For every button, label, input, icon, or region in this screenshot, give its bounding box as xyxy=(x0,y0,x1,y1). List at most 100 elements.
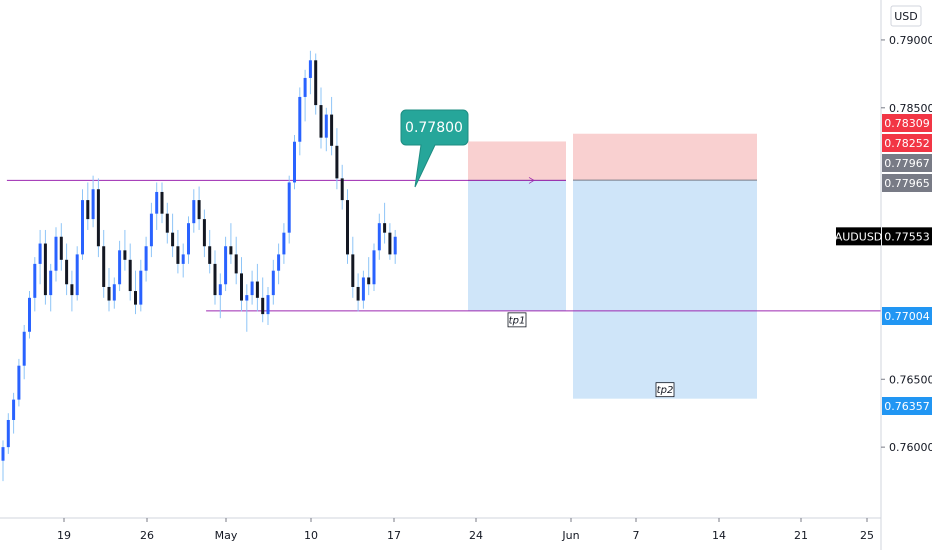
callout-bubble[interactable] xyxy=(400,109,469,188)
price-tag-text: 0.77965 xyxy=(884,177,930,190)
candle-body xyxy=(287,182,291,233)
candle-body xyxy=(298,96,302,142)
target-label: tp1 xyxy=(509,315,526,326)
candle-body xyxy=(6,419,10,448)
x-tick-label: 24 xyxy=(469,529,483,542)
candle-body xyxy=(12,399,16,420)
x-tick-label: 19 xyxy=(57,529,71,542)
y-tick-label: 0.78500 xyxy=(889,102,932,115)
x-tick-label: May xyxy=(215,529,238,542)
candle-body xyxy=(388,232,392,255)
x-tick-label: 25 xyxy=(860,529,874,542)
target-zone[interactable] xyxy=(573,180,757,399)
candle-body xyxy=(123,250,127,260)
candle-body xyxy=(308,60,312,78)
price-tag xyxy=(882,154,932,172)
price-scale[interactable]: 0.79000 0.78500 0.76500 0.76000 xyxy=(881,34,932,454)
y-tick-label: 0.76500 xyxy=(889,373,932,386)
x-tick-label: 10 xyxy=(304,529,318,542)
candle-body xyxy=(75,254,79,296)
price-tag-text: 0.77004 xyxy=(884,310,930,323)
candle-body xyxy=(250,281,254,296)
x-tick-label: 26 xyxy=(140,529,154,542)
candle-body xyxy=(171,232,175,247)
callout-text: 0.77800 xyxy=(405,120,463,136)
target-label-box xyxy=(507,312,527,328)
candle-body xyxy=(383,223,387,233)
candle-body xyxy=(330,114,334,146)
target-label-box xyxy=(655,382,675,398)
candle-body xyxy=(277,254,281,271)
target-zone[interactable] xyxy=(468,180,566,311)
candle-body xyxy=(293,141,296,183)
price-tag xyxy=(882,307,932,325)
candle-body xyxy=(149,213,153,247)
symbol-tag xyxy=(836,227,881,246)
candle-body xyxy=(346,200,349,255)
x-tick-label: 17 xyxy=(387,529,401,542)
target-label: tp2 xyxy=(657,385,674,396)
candle-body xyxy=(229,246,233,255)
candle-body xyxy=(28,297,31,332)
price-tag-text: 0.78252 xyxy=(884,137,930,150)
position-zones: tp1 tp2 xyxy=(468,133,757,399)
candle-body xyxy=(134,291,137,305)
candle-body xyxy=(324,114,328,138)
candle-body xyxy=(351,254,355,287)
x-tick-label: 7 xyxy=(633,529,640,542)
candle-body xyxy=(102,246,106,287)
candle-body xyxy=(96,189,100,247)
candle-body xyxy=(234,254,238,274)
candle-body xyxy=(54,236,58,271)
candle-body xyxy=(335,145,339,179)
y-tick-label: 0.79000 xyxy=(889,34,932,47)
x-tick-label: 14 xyxy=(712,529,726,542)
price-tag xyxy=(882,397,932,415)
candle-body xyxy=(165,213,169,233)
candle-body xyxy=(218,284,222,296)
candle-body xyxy=(181,254,185,264)
time-axis[interactable]: 19 26 May 10 17 24 Jun 7 14 21 25 xyxy=(57,518,874,542)
candle-body xyxy=(377,223,381,251)
candle-body xyxy=(197,200,201,220)
candle-body xyxy=(224,246,228,285)
price-tag xyxy=(882,174,932,192)
candle-body xyxy=(118,250,122,285)
stop-zone[interactable] xyxy=(573,133,757,181)
candle-body xyxy=(128,259,132,292)
candle-body xyxy=(139,270,143,305)
candle-body xyxy=(38,243,42,264)
candle-body xyxy=(49,270,53,296)
price-tag-text: 0.78309 xyxy=(884,117,930,130)
candle-body xyxy=(43,243,47,296)
candle-body xyxy=(176,246,180,264)
candle-body xyxy=(144,246,148,271)
candle-body xyxy=(393,236,397,255)
candle-body xyxy=(86,200,90,220)
candle-body xyxy=(81,200,84,255)
price-tag-text: 0.77967 xyxy=(884,157,930,170)
candle-body xyxy=(208,246,212,264)
candle-body xyxy=(91,189,95,220)
symbol-tag-text: AUDUSD xyxy=(835,230,883,243)
candle-body xyxy=(240,273,243,301)
price-tag-text: 0.76357 xyxy=(884,400,930,413)
candle-body xyxy=(187,223,190,255)
x-tick-label: 21 xyxy=(794,529,808,542)
candle-body xyxy=(1,447,5,461)
candle-body xyxy=(356,286,360,301)
level-lines xyxy=(6,177,881,312)
price-tag xyxy=(882,114,932,132)
candle-body xyxy=(192,200,196,224)
candle-body xyxy=(202,219,206,247)
candle-body xyxy=(255,281,259,298)
candle-body xyxy=(271,270,275,296)
y-tick-label: 0.76000 xyxy=(889,441,932,454)
price-tag xyxy=(882,227,932,246)
level-arrow xyxy=(528,177,535,184)
candle-body xyxy=(340,178,344,201)
stop-zone[interactable] xyxy=(468,141,566,181)
x-tick-label: Jun xyxy=(561,529,579,542)
price-callout[interactable]: 0.77800 xyxy=(400,109,469,188)
